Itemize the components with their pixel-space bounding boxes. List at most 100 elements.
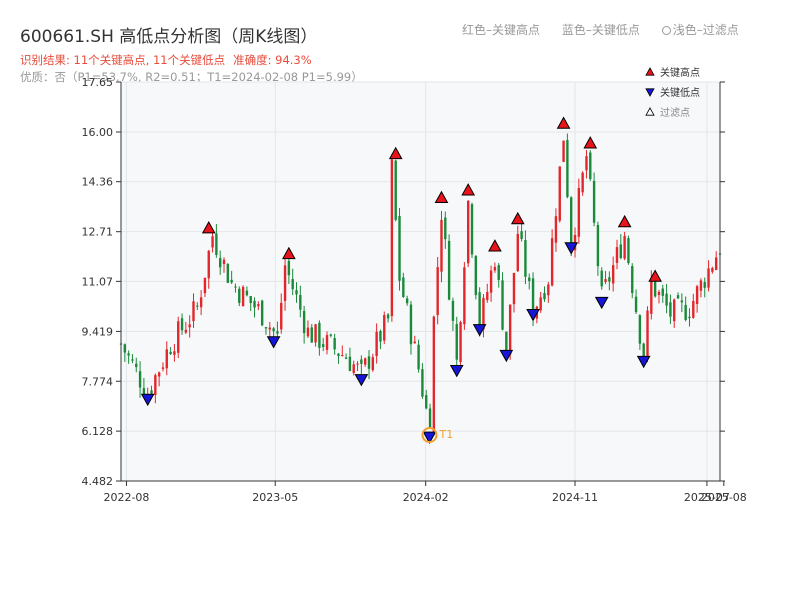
markers: T1 bbox=[140, 116, 662, 445]
candle-body bbox=[684, 304, 687, 320]
candle-body bbox=[600, 270, 603, 287]
key-high-marker bbox=[201, 220, 216, 234]
key-low-marker bbox=[526, 308, 540, 322]
key-low-marker bbox=[564, 242, 579, 255]
candle-body bbox=[337, 353, 340, 356]
candle-body bbox=[390, 159, 394, 317]
legend-label: 过滤点 bbox=[660, 106, 690, 119]
legend-label: 关键低点 bbox=[660, 86, 700, 99]
candle-body bbox=[173, 351, 176, 355]
candle-body bbox=[604, 279, 607, 282]
candles bbox=[119, 133, 722, 436]
candle-body bbox=[131, 359, 134, 361]
candle-body bbox=[413, 341, 416, 344]
y-tick-label: 16.00 bbox=[82, 126, 114, 139]
x-tick-label: 2022-08 bbox=[103, 491, 149, 504]
y-tick-label: 9.419 bbox=[82, 325, 114, 338]
candle-body bbox=[180, 318, 184, 331]
result-accuracy: 准确度: 94.3% bbox=[233, 53, 312, 67]
candle-body bbox=[268, 327, 271, 330]
legend-marker-filtered bbox=[645, 107, 655, 116]
candle-body bbox=[650, 279, 653, 314]
candle-body bbox=[646, 310, 649, 357]
candle-body bbox=[470, 204, 474, 255]
candle-body bbox=[203, 277, 207, 294]
candle-body bbox=[661, 288, 664, 296]
header-legend-blue: 蓝色–关键低点 bbox=[561, 23, 640, 37]
key-low-marker bbox=[266, 336, 281, 349]
candle-body bbox=[516, 233, 519, 272]
key-low-marker bbox=[499, 349, 514, 363]
candle-body bbox=[634, 296, 638, 313]
candle-body bbox=[249, 296, 252, 304]
candle-body bbox=[493, 266, 497, 271]
candle-body bbox=[196, 305, 199, 307]
candle-body bbox=[444, 217, 447, 240]
candle-body bbox=[222, 259, 226, 265]
candle-body bbox=[356, 363, 359, 365]
y-tick-label: 6.128 bbox=[82, 425, 114, 438]
candle-body bbox=[123, 344, 127, 353]
x-tick-label: 2023-05 bbox=[252, 491, 298, 504]
candle-body bbox=[348, 356, 352, 371]
candle-body bbox=[497, 265, 500, 280]
key-high-marker bbox=[648, 269, 662, 282]
candle-body bbox=[474, 256, 478, 296]
candle-body bbox=[653, 280, 657, 297]
candle-body bbox=[676, 295, 680, 299]
candle-body bbox=[550, 238, 554, 286]
candle-body bbox=[344, 357, 348, 359]
candle-body bbox=[295, 290, 298, 295]
candle-body bbox=[177, 321, 180, 353]
candle-body bbox=[310, 327, 313, 343]
y-tick-label: 12.71 bbox=[82, 226, 114, 239]
candle-body bbox=[199, 297, 203, 308]
candle-body bbox=[253, 300, 256, 308]
candle-body bbox=[714, 257, 718, 271]
candle-body bbox=[329, 334, 333, 336]
key-low-marker bbox=[449, 365, 464, 378]
candle-body bbox=[501, 280, 504, 330]
candle-body bbox=[207, 250, 210, 279]
quality-line: 优质：否（P1=53.7%, R2=0.51；T1=2024-02-08 P1=… bbox=[20, 70, 363, 84]
x-tick-label: 2025-08 bbox=[701, 491, 747, 504]
candle-body bbox=[360, 359, 363, 364]
candle-body bbox=[314, 324, 317, 343]
candle-body bbox=[184, 329, 188, 333]
candle-body bbox=[627, 238, 630, 264]
candle-body bbox=[631, 266, 634, 294]
candle-body bbox=[417, 344, 420, 370]
key-low-marker bbox=[140, 393, 155, 407]
candle-body bbox=[375, 331, 378, 357]
candle-body bbox=[459, 322, 462, 362]
candle-body bbox=[531, 278, 535, 320]
candle-body bbox=[211, 236, 214, 248]
key-low-marker bbox=[422, 431, 437, 445]
candle-body bbox=[581, 172, 584, 193]
candle-body bbox=[280, 302, 283, 330]
candle-body bbox=[638, 315, 642, 344]
candle-body bbox=[379, 330, 382, 342]
candle-body bbox=[585, 156, 588, 171]
candle-body bbox=[291, 279, 294, 290]
candle-body bbox=[703, 282, 706, 288]
candle-body bbox=[363, 358, 367, 365]
candle-body bbox=[398, 216, 401, 281]
candle-body bbox=[257, 304, 260, 307]
candle-body bbox=[142, 388, 146, 396]
x-tick-label: 2024-11 bbox=[552, 491, 598, 504]
candle-body bbox=[623, 235, 626, 259]
candle-body bbox=[215, 233, 218, 255]
candle-body bbox=[409, 304, 413, 345]
candle-body bbox=[512, 272, 516, 305]
candle-body bbox=[707, 268, 710, 288]
header-legend-red: 红色–关键高点 bbox=[462, 23, 541, 37]
candle-body bbox=[489, 270, 493, 293]
candle-body bbox=[432, 316, 436, 433]
candle-body bbox=[524, 240, 527, 277]
candle-body bbox=[276, 331, 279, 334]
candle-body bbox=[264, 327, 268, 329]
candle-body bbox=[150, 390, 153, 394]
